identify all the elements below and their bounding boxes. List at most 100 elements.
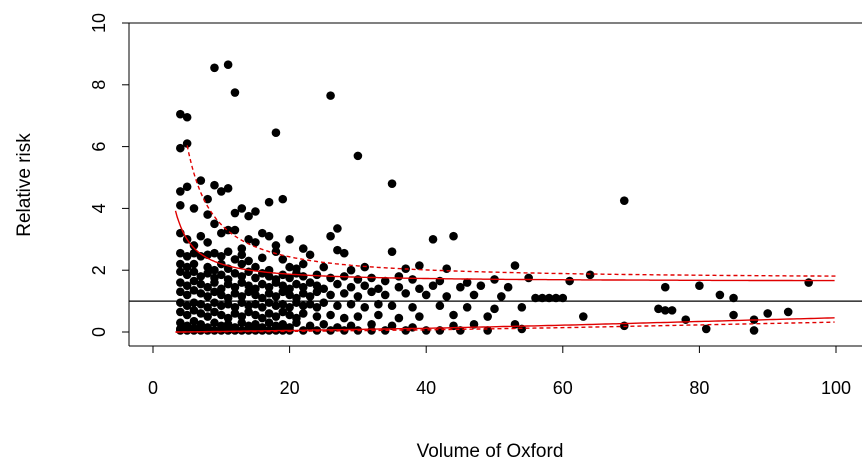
data-point — [251, 310, 260, 320]
data-point — [251, 262, 260, 272]
upper-limit-solid — [174, 210, 835, 282]
data-point — [538, 293, 547, 303]
data-point — [551, 293, 561, 303]
data-point — [401, 289, 411, 298]
data-point — [415, 284, 424, 294]
data-point — [237, 244, 247, 253]
data-point — [278, 307, 288, 317]
data-point — [176, 267, 185, 277]
control-limit-curves — [174, 145, 836, 333]
data-point — [292, 298, 301, 307]
data-point — [278, 270, 288, 280]
data-point — [374, 299, 383, 309]
data-point — [196, 176, 206, 185]
data-point — [210, 298, 219, 307]
data-point — [298, 244, 308, 253]
data-point — [360, 302, 370, 312]
data-point — [237, 204, 247, 213]
data-point — [278, 255, 288, 264]
data-point — [285, 310, 294, 320]
data-point — [298, 272, 308, 281]
data-point — [244, 267, 253, 277]
data-point — [189, 285, 199, 295]
data-point — [244, 235, 253, 244]
data-point — [285, 302, 294, 312]
data-point — [701, 324, 711, 334]
data-point — [660, 306, 670, 315]
data-point — [182, 310, 192, 320]
data-point — [176, 287, 185, 297]
data-point — [408, 275, 417, 284]
data-point — [312, 302, 322, 312]
data-point — [415, 261, 424, 270]
data-point — [251, 290, 260, 300]
x-tick-label: 0 — [148, 378, 158, 398]
data-point — [729, 310, 738, 320]
data-point — [565, 276, 574, 286]
data-point — [264, 272, 274, 281]
data-point — [503, 282, 513, 292]
data-point — [244, 211, 253, 221]
data-point — [578, 312, 588, 321]
data-point — [462, 278, 472, 287]
data-point — [312, 270, 322, 280]
data-point — [374, 310, 383, 320]
x-tick-label: 40 — [416, 378, 436, 398]
data-point — [217, 310, 226, 320]
data-point — [237, 259, 247, 269]
data-point — [251, 284, 260, 294]
y-tick-label: 2 — [89, 265, 109, 275]
data-point — [729, 293, 738, 303]
data-point — [210, 248, 219, 258]
data-point — [285, 273, 294, 283]
data-point — [203, 210, 212, 219]
data-point — [203, 262, 212, 272]
data-point — [217, 251, 226, 261]
data-point — [223, 319, 233, 329]
data-point — [264, 231, 274, 241]
data-point — [367, 319, 376, 329]
data-point — [230, 282, 240, 292]
data-point — [189, 276, 199, 286]
data-point — [230, 225, 240, 235]
data-point — [271, 278, 281, 287]
data-point — [257, 228, 267, 238]
data-point — [244, 256, 253, 266]
data-point — [182, 290, 192, 300]
data-point — [285, 235, 294, 244]
data-point — [189, 267, 199, 277]
data-point — [223, 279, 233, 289]
data-point — [196, 319, 206, 329]
data-point — [346, 299, 356, 309]
data-point — [292, 318, 301, 328]
data-point — [449, 310, 458, 320]
data-point — [223, 60, 233, 70]
data-point — [196, 289, 206, 298]
data-point — [387, 179, 397, 188]
data-point — [176, 298, 185, 307]
data-point — [271, 247, 281, 256]
data-point — [483, 312, 492, 321]
data-point — [319, 262, 329, 272]
data-point — [257, 293, 267, 303]
x-tick-label: 80 — [689, 378, 709, 398]
data-point — [305, 250, 315, 260]
data-point — [319, 298, 329, 307]
data-point — [783, 307, 793, 317]
data-point — [271, 292, 281, 301]
data-point — [257, 302, 267, 312]
data-point — [326, 273, 335, 283]
data-point — [189, 316, 199, 326]
data-point — [285, 262, 294, 272]
data-point — [223, 247, 233, 256]
data-point — [449, 231, 458, 241]
data-point — [469, 290, 479, 300]
data-point — [435, 301, 445, 311]
data-point — [223, 293, 233, 303]
data-point — [298, 289, 308, 298]
data-point — [510, 261, 520, 270]
y-tick-label: 8 — [89, 80, 109, 90]
data-point — [189, 204, 199, 213]
data-point — [271, 301, 281, 311]
